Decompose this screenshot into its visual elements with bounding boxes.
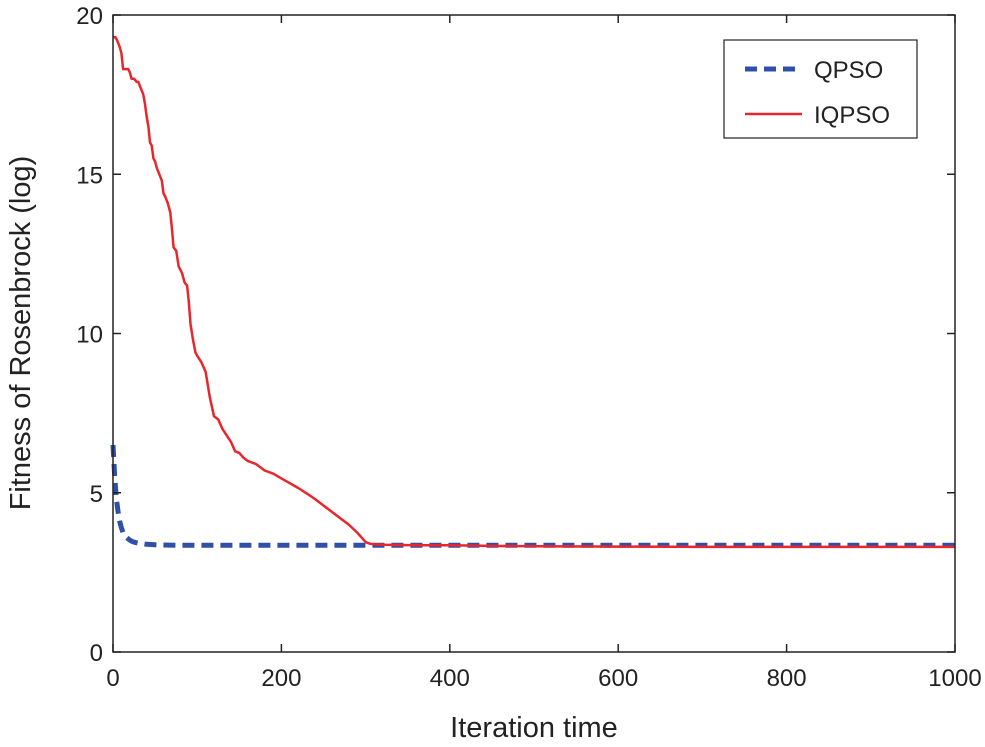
legend: QPSO IQPSO (723, 39, 918, 139)
x-tick-label: 1000 (928, 665, 981, 692)
x-axis-label: Iteration time (450, 712, 618, 744)
series-line-qpso (110, 444, 955, 548)
y-tick-label: 0 (90, 640, 103, 667)
series-layer (110, 36, 955, 549)
y-tick-label: 5 (90, 481, 103, 508)
series-line-iqpso (113, 36, 955, 549)
x-tick-label: 200 (261, 665, 301, 692)
x-tick-label: 600 (598, 665, 638, 692)
x-tick-label: 800 (767, 665, 807, 692)
x-tick-label: 0 (106, 665, 119, 692)
y-axis-label: Fitness of Rosenbrock (log) (5, 156, 37, 511)
y-tick-label: 10 (76, 322, 103, 349)
y-tick-label: 15 (76, 162, 103, 189)
ticks-layer (112, 14, 956, 653)
y-tick-label: 20 (76, 3, 103, 30)
legend-label-iqpso: IQPSO (814, 102, 890, 129)
legend-box (723, 39, 918, 139)
x-tick-label: 400 (430, 665, 470, 692)
tick-labels-layer: 0 200 400 600 800 1000 0 5 10 15 20 (76, 3, 981, 692)
legend-label-qpso: QPSO (814, 57, 883, 84)
